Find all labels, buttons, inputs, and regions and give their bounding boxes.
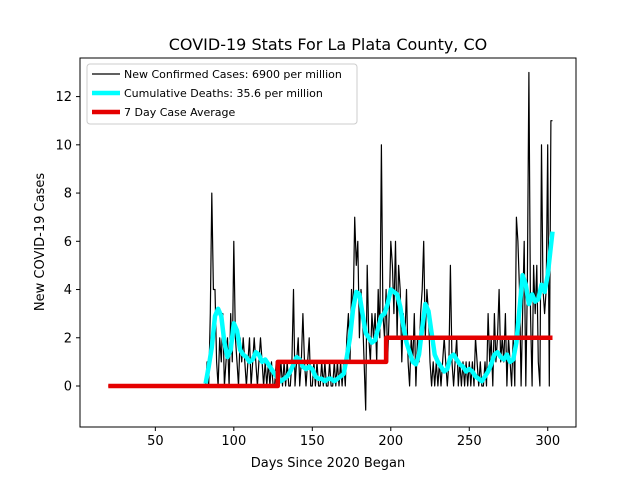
legend-box bbox=[86, 63, 358, 125]
legend-label: 7 Day Case Average bbox=[124, 106, 236, 119]
y-tick-label: 0 bbox=[64, 380, 72, 395]
x-axis: 50 100 150 200 250 300 bbox=[147, 427, 560, 449]
legend-label: Cumulative Deaths: 35.6 per million bbox=[124, 87, 323, 100]
y-tick-label: 2 bbox=[64, 331, 72, 346]
legend: New Confirmed Cases: 6900 per million Cum… bbox=[86, 63, 358, 125]
y-tick-label: 12 bbox=[55, 90, 72, 105]
legend-label: New Confirmed Cases: 6900 per million bbox=[124, 68, 342, 81]
chart-title: COVID-19 Stats For La Plata County, CO bbox=[169, 35, 488, 54]
x-tick-label: 150 bbox=[300, 434, 325, 449]
plot-area bbox=[108, 71, 555, 411]
x-axis-label: Days Since 2020 Began bbox=[251, 456, 406, 471]
x-tick-label: 50 bbox=[147, 434, 164, 449]
plot-frame bbox=[79, 57, 577, 428]
y-tick-label: 6 bbox=[64, 235, 72, 250]
y-axis-label: New COVID-19 Cases bbox=[33, 173, 48, 311]
series-line-2 bbox=[203, 231, 555, 385]
series-line-3 bbox=[108, 335, 553, 389]
y-tick-label: 10 bbox=[55, 138, 72, 153]
x-tick-label: 250 bbox=[457, 434, 482, 449]
x-tick-label: 200 bbox=[378, 434, 403, 449]
y-tick-label: 4 bbox=[64, 283, 72, 298]
x-tick-label: 300 bbox=[535, 434, 560, 449]
y-axis: 0 2 4 6 8 10 12 bbox=[55, 90, 80, 395]
y-tick-label: 8 bbox=[64, 187, 72, 202]
x-tick-label: 100 bbox=[221, 434, 246, 449]
